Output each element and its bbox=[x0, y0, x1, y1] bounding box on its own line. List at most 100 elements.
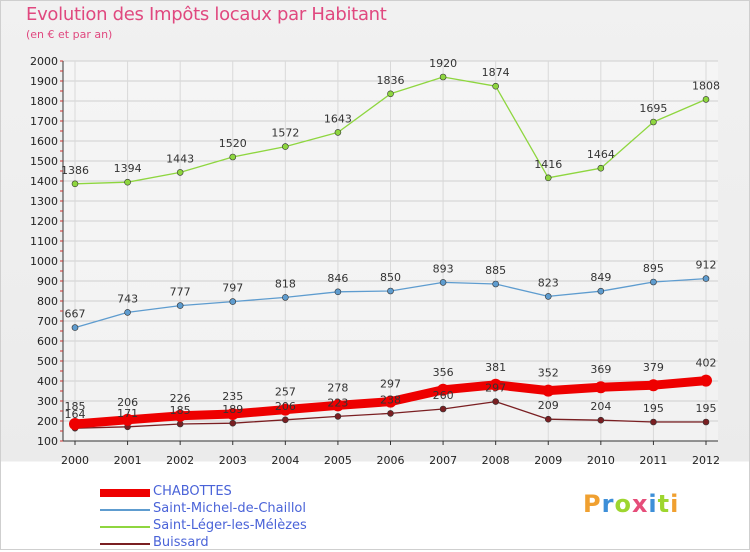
data-label-1: 846 bbox=[327, 272, 348, 285]
legend-swatch-chabottes bbox=[100, 489, 150, 497]
data-point-3 bbox=[387, 410, 394, 417]
data-label-1: 777 bbox=[170, 286, 191, 299]
data-point-1 bbox=[544, 293, 552, 300]
y-tick-label: 500 bbox=[37, 355, 58, 368]
data-label-2: 1572 bbox=[271, 127, 299, 140]
y-tick-label: 1700 bbox=[30, 115, 58, 128]
y-tick-label: 100 bbox=[37, 435, 58, 448]
y-tick-label: 1100 bbox=[30, 235, 58, 248]
y-tick-label: 1000 bbox=[30, 255, 58, 268]
data-point-0 bbox=[437, 383, 450, 396]
data-label-0: 185 bbox=[65, 400, 86, 413]
data-label-1: 895 bbox=[643, 262, 664, 275]
data-point-1 bbox=[176, 302, 184, 309]
data-label-3: 189 bbox=[222, 403, 243, 416]
y-tick-label: 400 bbox=[37, 375, 58, 388]
y-tick-label: 1800 bbox=[30, 95, 58, 108]
data-label-0: 226 bbox=[170, 392, 191, 405]
y-tick-label: 1900 bbox=[30, 75, 58, 88]
logo-letter: r bbox=[601, 490, 615, 518]
y-tick-label: 800 bbox=[37, 295, 58, 308]
data-label-3: 223 bbox=[327, 396, 348, 409]
data-label-2: 1695 bbox=[639, 102, 667, 115]
y-tick-label: 200 bbox=[37, 415, 58, 428]
logo-letter: x bbox=[631, 490, 649, 518]
logo-letter: P bbox=[583, 490, 602, 518]
y-tick-label: 1600 bbox=[30, 135, 58, 148]
data-label-3: 204 bbox=[590, 400, 611, 413]
data-point-0 bbox=[226, 408, 239, 420]
data-label-3: 195 bbox=[643, 402, 664, 415]
data-label-2: 1416 bbox=[534, 158, 562, 171]
data-label-0: 206 bbox=[117, 396, 138, 409]
data-label-1: 818 bbox=[275, 277, 296, 290]
data-label-1: 743 bbox=[117, 292, 138, 305]
data-point-2 bbox=[282, 143, 289, 150]
data-point-0 bbox=[174, 409, 187, 422]
data-point-0 bbox=[542, 384, 555, 397]
data-label-0: 297 bbox=[380, 378, 401, 391]
chart-subtitle: (en € et par an) bbox=[26, 28, 113, 41]
x-tick-label: 2010 bbox=[587, 454, 615, 467]
x-tick-label: 2001 bbox=[114, 454, 142, 467]
data-label-0: 356 bbox=[433, 366, 454, 379]
data-label-2: 1464 bbox=[587, 148, 615, 161]
data-label-0: 379 bbox=[643, 361, 664, 374]
data-label-1: 893 bbox=[433, 262, 454, 275]
data-label-0: 257 bbox=[275, 386, 296, 399]
x-tick-label: 2002 bbox=[166, 454, 194, 467]
data-point-2 bbox=[229, 153, 237, 161]
data-point-3 bbox=[597, 416, 605, 424]
data-label-0: 352 bbox=[538, 367, 559, 380]
legend-swatch-buissard bbox=[100, 543, 150, 545]
data-label-2: 1874 bbox=[482, 66, 510, 79]
data-point-1 bbox=[702, 275, 710, 282]
data-label-1: 823 bbox=[538, 276, 559, 289]
y-tick-label: 300 bbox=[37, 395, 58, 408]
data-label-3: 297 bbox=[485, 382, 506, 395]
proxiti-logo: Proxiti bbox=[583, 490, 679, 518]
data-point-1 bbox=[492, 280, 499, 288]
data-point-3 bbox=[439, 405, 447, 413]
data-label-3: 238 bbox=[380, 393, 401, 406]
data-point-3 bbox=[544, 415, 552, 423]
x-tick-label: 2008 bbox=[482, 454, 510, 467]
data-label-0: 278 bbox=[327, 381, 348, 394]
data-point-1 bbox=[439, 279, 447, 286]
x-tick-label: 2003 bbox=[219, 454, 247, 467]
data-point-1 bbox=[650, 278, 657, 286]
data-label-3: 185 bbox=[170, 404, 191, 417]
data-label-2: 1920 bbox=[429, 57, 457, 70]
data-point-2 bbox=[492, 82, 499, 90]
data-point-0 bbox=[279, 403, 292, 416]
data-label-3: 195 bbox=[696, 402, 717, 415]
legend-label-saint-michel: Saint-Michel-de-Chaillol bbox=[153, 501, 306, 516]
data-point-2 bbox=[702, 96, 710, 103]
data-label-2: 1836 bbox=[377, 74, 405, 87]
data-point-3 bbox=[229, 419, 237, 427]
data-label-0: 402 bbox=[696, 357, 717, 370]
data-point-0 bbox=[647, 379, 660, 392]
y-tick-label: 1300 bbox=[30, 195, 58, 208]
data-label-2: 1643 bbox=[324, 112, 352, 125]
data-label-1: 850 bbox=[380, 271, 401, 284]
data-label-1: 885 bbox=[485, 264, 506, 277]
x-tick-label: 2005 bbox=[324, 454, 352, 467]
data-point-0 bbox=[594, 381, 607, 394]
data-point-3 bbox=[650, 418, 657, 426]
data-label-3: 171 bbox=[117, 407, 138, 420]
y-tick-label: 1500 bbox=[30, 155, 58, 168]
legend-label-saint-leger: Saint-Léger-les-Mélèzes bbox=[153, 518, 307, 533]
data-point-2 bbox=[439, 73, 447, 81]
data-label-2: 1386 bbox=[61, 164, 89, 177]
logo-letter: t bbox=[657, 490, 671, 518]
y-tick-label: 900 bbox=[37, 275, 58, 288]
data-point-1 bbox=[71, 324, 79, 331]
data-point-3 bbox=[492, 398, 499, 405]
data-point-0 bbox=[331, 399, 344, 412]
data-point-0 bbox=[121, 413, 134, 426]
data-label-0: 235 bbox=[222, 390, 243, 403]
data-label-2: 1443 bbox=[166, 152, 194, 165]
data-point-0 bbox=[489, 378, 502, 391]
